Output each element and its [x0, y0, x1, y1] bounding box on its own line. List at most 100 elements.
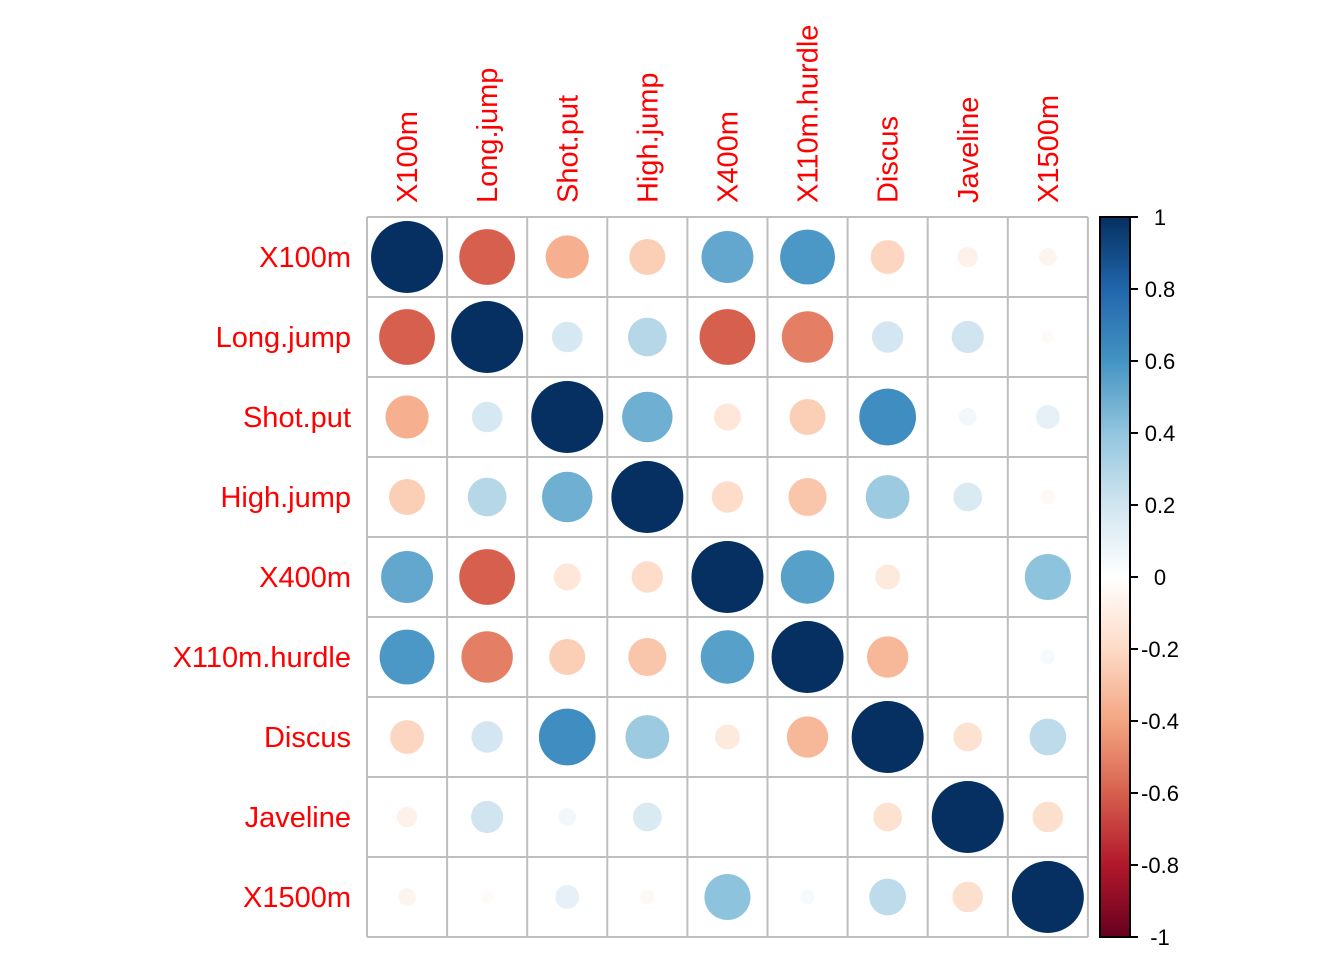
correlation-circle-X1500m-X1500m: X1500m / X1500m: 1: [1011, 861, 1084, 933]
correlation-circle-High.jump-X100m: High.jump / X100m: -0.25: [389, 479, 426, 515]
colorbar-tick-label: 0.4: [1145, 421, 1176, 446]
correlation-circle-X400m-Shot.put: X400m / Shot.put: -0.14: [553, 563, 581, 591]
matrix-cell: [687, 777, 768, 857]
correlation-circle-Javeline-X110m.hurdle: Javeline / X110m.hurdle: 0.01: [803, 813, 812, 821]
colorbar-tick-label: -0.2: [1141, 637, 1179, 662]
colorbar-tick-label: 0: [1154, 565, 1166, 590]
column-label: X400m: [712, 111, 744, 203]
correlation-circle-X100m-X400m: X100m / X400m: 0.52: [701, 231, 754, 283]
correlation-circle-X110m.hurdle-X1500m: X110m.hurdle / X1500m: 0.04: [1040, 649, 1056, 665]
correlation-circle-High.jump-X400m: High.jump / X400m: -0.19: [711, 481, 744, 513]
correlation-circle-Shot.put-X1500m: Shot.put / X1500m: 0.11: [1035, 405, 1060, 429]
correlation-circle-Shot.put-Shot.put: Shot.put / Shot.put: 1: [531, 381, 604, 453]
column-label: Discus: [873, 116, 905, 203]
grid-layer: [366, 216, 1089, 938]
correlation-circle-X110m.hurdle-Javeline: X110m.hurdle / Javeline: 0.01: [964, 653, 972, 661]
correlation-circle-Javeline-High.jump: Javeline / High.jump: 0.16: [632, 802, 662, 832]
colorbar-tick-label: -0.8: [1141, 853, 1179, 878]
correlation-circle-X400m-X100m: X400m / X100m: 0.52: [381, 551, 434, 603]
correlation-circle-X400m-X400m: X400m / X400m: 1: [691, 541, 764, 613]
correlation-circle-X1500m-X110m.hurdle: X1500m / X110m.hurdle: 0.04: [800, 889, 815, 905]
correlation-circle-Shot.put-Javeline: Shot.put / Javeline: 0.06: [958, 408, 977, 426]
row-label: X400m: [259, 562, 351, 594]
correlation-circle-Discus-Long.jump: Discus / Long.jump: 0.19: [471, 721, 503, 753]
correlation-circle-Shot.put-X400m: Shot.put / X400m: -0.14: [713, 403, 741, 431]
correlation-circle-X100m-Discus: X100m / Discus: -0.22: [870, 240, 905, 274]
correlation-circle-X100m-Long.jump: X100m / Long.jump: -0.6: [459, 229, 516, 285]
colorbar-tick-label: 1: [1154, 205, 1166, 230]
colorbar: 1 0.8 0.6 0.4 0.2 0 -0.2 -0.4 -0.6 -0.8 -1: [1099, 205, 1179, 950]
correlation-circle-High.jump-X110m.hurdle: High.jump / X110m.hurdle: -0.28: [788, 477, 827, 517]
correlation-circle-Shot.put-Long.jump: Shot.put / Long.jump: 0.18: [471, 401, 503, 433]
correlation-circle-Discus-X1500m: Discus / X1500m: 0.26: [1029, 718, 1067, 756]
correlation-circle-Long.jump-X1500m: Long.jump / X1500m: -0.03: [1041, 330, 1055, 344]
correlation-circle-Long.jump-Shot.put: Long.jump / Shot.put: 0.18: [551, 321, 583, 353]
correlation-circle-X100m-X100m: X100m / X100m: 1: [371, 221, 444, 293]
colorbar-tick-label: 0.2: [1145, 493, 1176, 518]
correlation-circle-X100m-X1500m: X100m / X1500m: -0.06: [1039, 248, 1057, 266]
column-label: Shot.put: [552, 95, 584, 203]
column-label: X100m: [392, 111, 424, 203]
correlation-circle-Discus-High.jump: Discus / High.jump: 0.37: [625, 715, 670, 759]
correlation-circle-X1500m-Long.jump: X1500m / Long.jump: -0.03: [480, 890, 494, 904]
correlation-circle-Javeline-Discus: Javeline / Discus: -0.16: [873, 802, 903, 832]
correlation-circle-High.jump-Javeline: High.jump / Javeline: 0.16: [953, 482, 983, 512]
correlation-circle-X100m-Shot.put: X100m / Shot.put: -0.36: [545, 235, 589, 279]
correlation-circle-Discus-X100m: Discus / X100m: -0.22: [390, 720, 424, 754]
correlation-circle-Discus-Shot.put: Discus / Shot.put: 0.62: [538, 708, 596, 766]
column-label: Long.jump: [472, 68, 504, 203]
column-label: Javeline: [953, 97, 985, 203]
correlation-circle-X1500m-Javeline: X1500m / Javeline: -0.18: [952, 881, 984, 913]
correlation-circle-X110m.hurdle-Long.jump: X110m.hurdle / Long.jump: -0.51: [461, 631, 513, 683]
correlation-circle-Javeline-Shot.put: Javeline / Shot.put: 0.06: [558, 808, 577, 826]
correlation-circle-Long.jump-X100m: Long.jump / X100m: -0.6: [379, 309, 435, 365]
colorbar-tick-label: -0.6: [1141, 781, 1179, 806]
correlation-circle-Long.jump-Javeline: Long.jump / Javeline: 0.2: [951, 320, 984, 354]
correlation-circle-Shot.put-X100m: Shot.put / X100m: -0.36: [385, 395, 429, 439]
correlation-circle-Long.jump-Long.jump: Long.jump / Long.jump: 1: [451, 301, 524, 373]
column-label: X1500m: [1033, 95, 1065, 203]
correlation-circle-X1500m-X100m: X1500m / X100m: -0.06: [398, 888, 416, 906]
correlation-circle-Javeline-X1500m: Javeline / X1500m: -0.18: [1032, 801, 1064, 833]
colorbar-tick-label: -1: [1150, 925, 1170, 950]
correlation-circle-Javeline-Javeline: Javeline / Javeline: 1: [931, 781, 1004, 853]
row-label: X1500m: [243, 882, 351, 914]
correlation-circle-X110m.hurdle-Discus: X110m.hurdle / Discus: -0.33: [866, 636, 909, 678]
column-label: X110m.hurdle: [793, 25, 825, 203]
correlation-circle-X100m-X110m.hurdle: X100m / X110m.hurdle: 0.58: [780, 229, 835, 285]
row-label: High.jump: [220, 482, 351, 514]
colorbar-gradient: [1099, 216, 1131, 938]
correlation-circle-X110m.hurdle-X400m: X110m.hurdle / X400m: 0.55: [700, 630, 755, 684]
correlation-circle-Javeline-X100m: Javeline / X100m: -0.08: [396, 806, 418, 828]
correlation-circle-X1500m-High.jump: X1500m / High.jump: -0.04: [640, 889, 655, 905]
correlation-circle-X400m-X1500m: X400m / X1500m: 0.41: [1024, 553, 1071, 601]
correlation-circle-Long.jump-High.jump: Long.jump / High.jump: 0.29: [627, 317, 667, 357]
correlation-circle-Shot.put-X110m.hurdle: Shot.put / X110m.hurdle: -0.25: [789, 399, 826, 435]
correlation-circle-X400m-X110m.hurdle: X400m / X110m.hurdle: 0.55: [780, 550, 835, 604]
row-label: Shot.put: [243, 402, 351, 434]
correlation-circle-X1500m-Shot.put: X1500m / Shot.put: 0.11: [555, 885, 580, 909]
row-label: Long.jump: [216, 322, 351, 354]
circle-layer: X100m / X100m: 1 X100m / Long.jump: -0.6 X…: [371, 221, 1084, 933]
correlation-circle-Long.jump-X400m: Long.jump / X400m: -0.6: [699, 309, 756, 365]
correlation-circle-X1500m-X400m: X1500m / X400m: 0.41: [704, 873, 751, 921]
row-label: X100m: [259, 242, 351, 274]
correlation-circle-X1500m-Discus: X1500m / Discus: 0.26: [869, 878, 907, 916]
colorbar-tick-label: -0.4: [1141, 709, 1179, 734]
correlation-circle-X400m-Discus: X400m / Discus: -0.12: [875, 564, 901, 590]
correlation-circle-X110m.hurdle-High.jump: X110m.hurdle / High.jump: -0.28: [628, 637, 667, 677]
correlation-circle-Shot.put-Discus: Shot.put / Discus: 0.62: [859, 388, 916, 446]
correlation-circle-Discus-X400m: Discus / X400m: -0.12: [714, 724, 740, 750]
correlation-circle-X110m.hurdle-X110m.hurdle: X110m.hurdle / X110m.hurdle: 1: [771, 621, 844, 693]
column-labels: X100m Long.jump Shot.put High.jump X400m X110…: [392, 25, 1065, 203]
correlation-circle-High.jump-Long.jump: High.jump / Long.jump: 0.29: [467, 477, 507, 517]
correlation-circle-Javeline-Long.jump: Javeline / Long.jump: 0.2: [471, 800, 504, 834]
correlation-circle-X100m-High.jump: X100m / High.jump: -0.25: [629, 239, 666, 275]
correlation-circle-High.jump-X1500m: High.jump / X1500m: -0.04: [1040, 489, 1056, 505]
correlation-circle-Long.jump-Discus: Long.jump / Discus: 0.19: [871, 321, 904, 353]
correlation-circle-High.jump-High.jump: High.jump / High.jump: 1: [611, 461, 684, 533]
row-label: X110m.hurdle: [173, 642, 351, 674]
correlation-circle-X110m.hurdle-X100m: X110m.hurdle / X100m: 0.58: [379, 629, 435, 685]
correlation-circle-Long.jump-X110m.hurdle: Long.jump / X110m.hurdle: -0.51: [781, 311, 834, 363]
